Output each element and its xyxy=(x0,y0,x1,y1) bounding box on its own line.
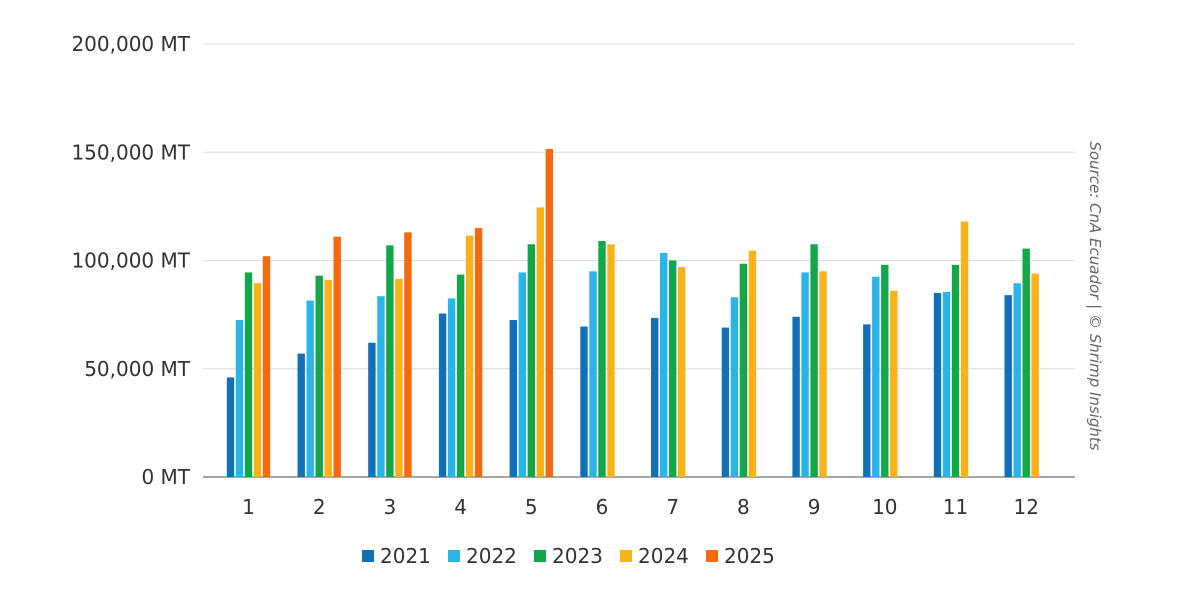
bar-2024-9 xyxy=(819,271,827,477)
legend-swatch-2024 xyxy=(620,550,632,562)
x-tick-label: 2 xyxy=(313,495,326,519)
legend-swatch-2025 xyxy=(706,550,718,562)
bar-2021-1 xyxy=(226,377,235,477)
bar-2023-11 xyxy=(951,264,960,477)
bar-2022-6 xyxy=(589,271,597,477)
bar-2023-9 xyxy=(810,244,818,477)
bar-2023-1 xyxy=(244,272,253,477)
bar-2023-7 xyxy=(669,260,677,477)
legend-label-2025: 2025 xyxy=(724,544,775,568)
bar-2024-4 xyxy=(465,235,474,477)
bar-2022-1 xyxy=(235,320,244,477)
x-tick-label: 10 xyxy=(872,495,897,519)
y-tick-label: 150,000 MT xyxy=(71,140,190,164)
bar-2021-8 xyxy=(721,327,730,477)
bar-2023-4 xyxy=(456,274,465,477)
bar-2022-11 xyxy=(942,291,951,477)
bar-2023-5 xyxy=(527,244,535,477)
bar-2024-1 xyxy=(253,283,262,477)
bar-2023-2 xyxy=(315,275,323,477)
bar-2022-12 xyxy=(1013,283,1021,477)
bar-2021-11 xyxy=(933,292,942,477)
bar-2021-12 xyxy=(1004,295,1012,477)
legend-label-2022: 2022 xyxy=(466,544,517,568)
bar-2022-9 xyxy=(801,272,809,477)
bar-2024-3 xyxy=(395,278,403,477)
bar-2021-4 xyxy=(438,313,447,477)
bar-2025-5 xyxy=(545,149,553,477)
bars xyxy=(226,149,1039,477)
bar-2021-7 xyxy=(651,317,659,477)
bar-2022-4 xyxy=(447,298,456,477)
legend-label-2021: 2021 xyxy=(380,544,431,568)
x-tick-label: 1 xyxy=(242,495,255,519)
bar-2022-7 xyxy=(660,252,668,477)
bar-2024-11 xyxy=(960,221,969,477)
bar-2024-6 xyxy=(607,244,615,477)
y-tick-label: 100,000 MT xyxy=(71,249,190,273)
bar-2025-1 xyxy=(262,256,271,477)
x-axis-tick-labels: 1 2 3 4 5 6 7 8 9 10 11 12 xyxy=(242,495,1039,519)
legend-swatch-2021 xyxy=(362,550,374,562)
bar-2021-5 xyxy=(509,320,517,477)
gridlines xyxy=(203,43,1075,478)
bar-2023-3 xyxy=(386,245,394,477)
bar-2023-10 xyxy=(881,264,889,477)
bar-2022-8 xyxy=(730,297,739,477)
x-tick-label: 12 xyxy=(1013,495,1038,519)
legend-label-2023: 2023 xyxy=(552,544,603,568)
x-tick-label: 9 xyxy=(808,495,821,519)
bar-2025-2 xyxy=(333,236,341,477)
bar-2024-2 xyxy=(324,279,332,477)
y-tick-label: 200,000 MT xyxy=(71,32,190,56)
legend-label-2024: 2024 xyxy=(638,544,689,568)
x-tick-label: 7 xyxy=(666,495,679,519)
bar-2024-10 xyxy=(890,290,898,477)
source-annotation: Source: CnA Ecuador | © Shrimp Insights xyxy=(1086,141,1104,450)
x-tick-label: 6 xyxy=(596,495,609,519)
legend-swatch-2022 xyxy=(448,550,460,562)
bar-2024-5 xyxy=(536,207,544,477)
bar-2025-3 xyxy=(404,232,412,477)
legend-swatch-2023 xyxy=(534,550,546,562)
bar-2023-8 xyxy=(739,263,748,477)
bar-2023-6 xyxy=(598,241,606,477)
x-tick-label: 11 xyxy=(943,495,968,519)
bar-2023-12 xyxy=(1022,248,1030,477)
x-tick-label: 8 xyxy=(737,495,750,519)
y-tick-label: 0 MT xyxy=(141,465,190,489)
bar-2022-2 xyxy=(306,300,314,477)
y-axis-tick-labels: 0 MT 50,000 MT 100,000 MT 150,000 MT 200,000… xyxy=(71,32,190,489)
bar-2025-4 xyxy=(474,228,483,477)
bar-2024-7 xyxy=(678,267,686,477)
y-tick-label: 50,000 MT xyxy=(84,357,191,381)
x-tick-label: 3 xyxy=(384,495,397,519)
bar-2021-10 xyxy=(863,324,871,477)
x-tick-label: 4 xyxy=(454,495,467,519)
bar-2021-2 xyxy=(297,353,305,477)
x-tick-label: 5 xyxy=(525,495,538,519)
bar-2021-6 xyxy=(580,326,588,477)
bar-2021-3 xyxy=(368,342,376,477)
legend: 2021 2022 2023 2024 2025 xyxy=(362,544,775,568)
bar-2021-9 xyxy=(792,316,800,477)
bar-2024-12 xyxy=(1031,273,1039,477)
bar-2022-3 xyxy=(377,296,385,477)
bar-2022-10 xyxy=(872,276,880,477)
bar-2024-8 xyxy=(748,250,757,477)
bar-2022-5 xyxy=(518,272,526,477)
